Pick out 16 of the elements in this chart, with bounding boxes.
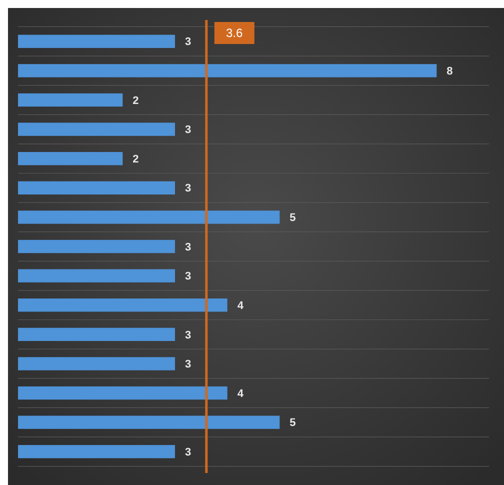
data-label: 4 bbox=[237, 388, 244, 400]
ref-line-label: 3.6 bbox=[226, 26, 244, 40]
data-label: 2 bbox=[132, 94, 139, 107]
data-label: 5 bbox=[290, 212, 296, 224]
data-label: 4 bbox=[237, 300, 244, 312]
data-label: 3 bbox=[185, 358, 192, 371]
data-label: 8 bbox=[446, 66, 453, 78]
data-label: 3 bbox=[185, 329, 192, 342]
data-label: 3 bbox=[185, 270, 192, 283]
data-label: 2 bbox=[132, 153, 139, 166]
data-label: 3 bbox=[185, 446, 192, 458]
data-label: 3 bbox=[185, 241, 192, 254]
data-label: 3 bbox=[185, 36, 192, 48]
data-label: 3 bbox=[185, 124, 192, 136]
data-label: 3 bbox=[185, 182, 192, 195]
data-label: 5 bbox=[290, 417, 296, 430]
